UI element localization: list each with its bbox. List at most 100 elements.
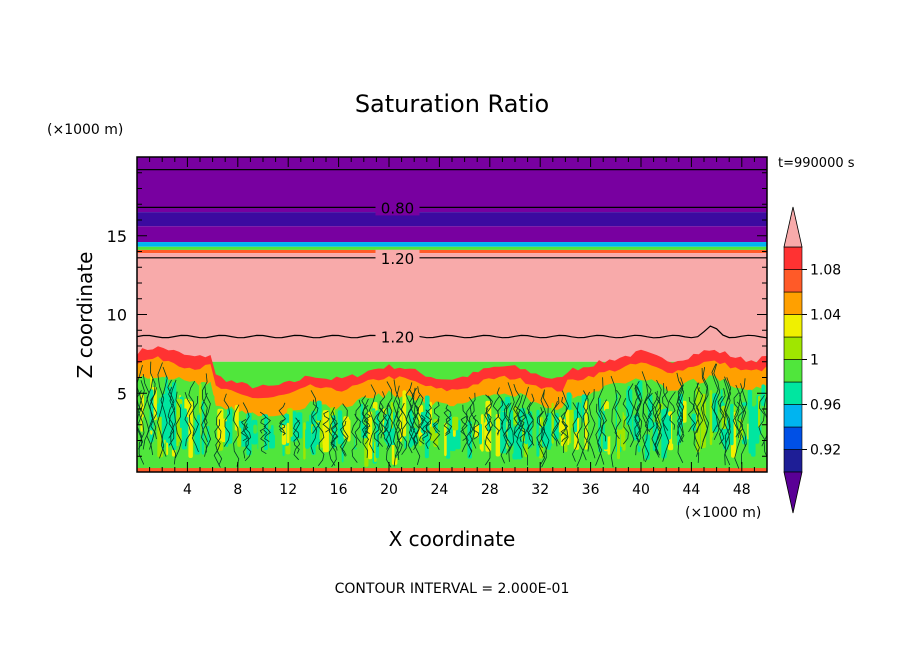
turbulence-contour (513, 383, 521, 434)
turbulence-streak (317, 422, 320, 446)
turbulence-contour (513, 405, 521, 439)
turbulence-contour (184, 391, 192, 447)
turbulence-contour (599, 399, 607, 442)
turbulence-contour (518, 412, 525, 433)
turbulence-contour (647, 392, 656, 431)
contour-label-bg (375, 328, 420, 345)
x-tick-label: 32 (531, 482, 549, 498)
turbulence-contour (542, 389, 550, 458)
turbulence-contour (411, 387, 419, 451)
contour-line-lower-1-20 (137, 325, 767, 339)
turbulence-streak (709, 390, 713, 446)
boundary-fringe-orange (137, 356, 767, 419)
x-axis: 4 8 12 16 20 24 28 32 36 40 44 48 (149, 157, 755, 498)
turbulence-contour (200, 392, 208, 453)
turbulence-streak (286, 422, 290, 444)
turbulence-contour (168, 386, 176, 446)
turbulence-streak (360, 403, 364, 431)
turbulence-contour (634, 380, 642, 440)
turbulence-streak (253, 424, 257, 434)
colorbar: 0.92 0.96 1 1.04 1.08 (783, 206, 841, 514)
colorbar-band (783, 314, 803, 338)
turbulence-contour (240, 419, 249, 442)
turbulence-contour (146, 378, 154, 456)
turbulence-contour (702, 367, 710, 442)
colorbar-tick-label: 1 (810, 353, 819, 369)
turbulence-contour (137, 364, 143, 446)
turbulence-contour (723, 377, 732, 466)
turbulence-contour (278, 402, 286, 435)
turbulence-contour (425, 404, 432, 436)
turbulence-contour (588, 388, 596, 459)
turbulence-streak (199, 383, 202, 414)
turbulence-contour (312, 399, 320, 434)
colorbar-band (783, 269, 803, 293)
turbulence-streak (343, 416, 350, 439)
turbulence-contour (644, 383, 652, 433)
turbulence-contour (583, 391, 590, 452)
turbulence-contour (500, 399, 508, 464)
colorbar-tick-label: 0.96 (810, 398, 841, 414)
x-tick-label: 4 (183, 482, 192, 498)
turbulence-contour (339, 420, 348, 456)
turbulence-contour (571, 402, 579, 462)
turbulence-streak (181, 408, 187, 450)
turbulence-contour (263, 417, 271, 443)
turbulence-contour (536, 407, 544, 449)
turbulence-contour (203, 385, 212, 457)
turbulence-contour (443, 409, 451, 436)
turbulence-contour (687, 396, 696, 433)
turbulence-contour (472, 414, 480, 440)
turbulence-contour (169, 379, 177, 465)
turbulence-streak (217, 408, 224, 441)
colorbar-band (783, 359, 803, 383)
turbulence-contour (382, 405, 390, 450)
turbulence-contour (395, 400, 403, 449)
turbulence-streak (452, 416, 459, 431)
turbulence-contour (293, 419, 300, 454)
turbulence-streak (227, 408, 233, 444)
turbulence-streak (309, 414, 312, 448)
turbulence-contour (492, 396, 500, 436)
turbulence-streak (747, 389, 753, 411)
x-tick-label: 48 (733, 482, 751, 498)
turbulence-contour (351, 413, 358, 463)
layer-band-6 (137, 253, 767, 362)
turbulence-contour (392, 385, 400, 460)
x-tick-label: 40 (632, 482, 650, 498)
colorbar-band (783, 291, 803, 315)
turbulence-streak (479, 423, 482, 445)
turbulence-streak (429, 426, 436, 441)
turbulence-streak (593, 394, 600, 449)
turbulence-contour (386, 381, 393, 448)
turbulence-streak (555, 412, 559, 440)
turbulence-contour (595, 403, 603, 466)
turbulence-contour (582, 390, 590, 461)
turbulence-streak (604, 408, 611, 437)
turbulence-contour (322, 410, 331, 433)
turbulence-contour (692, 387, 700, 463)
turbulence-contour (717, 395, 725, 445)
turbulence-contour (507, 382, 515, 462)
turbulence-streak (730, 403, 734, 446)
turbulence-contour (540, 390, 548, 468)
turbulence-contour (317, 420, 325, 466)
chart-title: Saturation Ratio (355, 90, 549, 118)
turbulence-contour (521, 386, 529, 466)
colorbar-band (783, 336, 803, 360)
turbulence-contour (484, 407, 492, 466)
turbulence-contour (633, 386, 641, 443)
turbulence-contour (560, 421, 569, 443)
turbulence-contour (137, 380, 145, 465)
turbulence-contour (361, 398, 369, 458)
contour-lines (137, 169, 767, 469)
turbulence-contour (668, 391, 676, 430)
turbulence-contour (405, 382, 413, 433)
contour-interval-footer: CONTOUR INTERVAL = 2.000E-01 (335, 581, 570, 597)
turbulence-contour (149, 361, 157, 450)
turbulence-streak (258, 416, 265, 456)
turbulence-streak (305, 428, 310, 449)
contour-label-bg (375, 199, 420, 216)
turbulence-contour (622, 398, 630, 445)
turbulence-contour (412, 403, 420, 445)
